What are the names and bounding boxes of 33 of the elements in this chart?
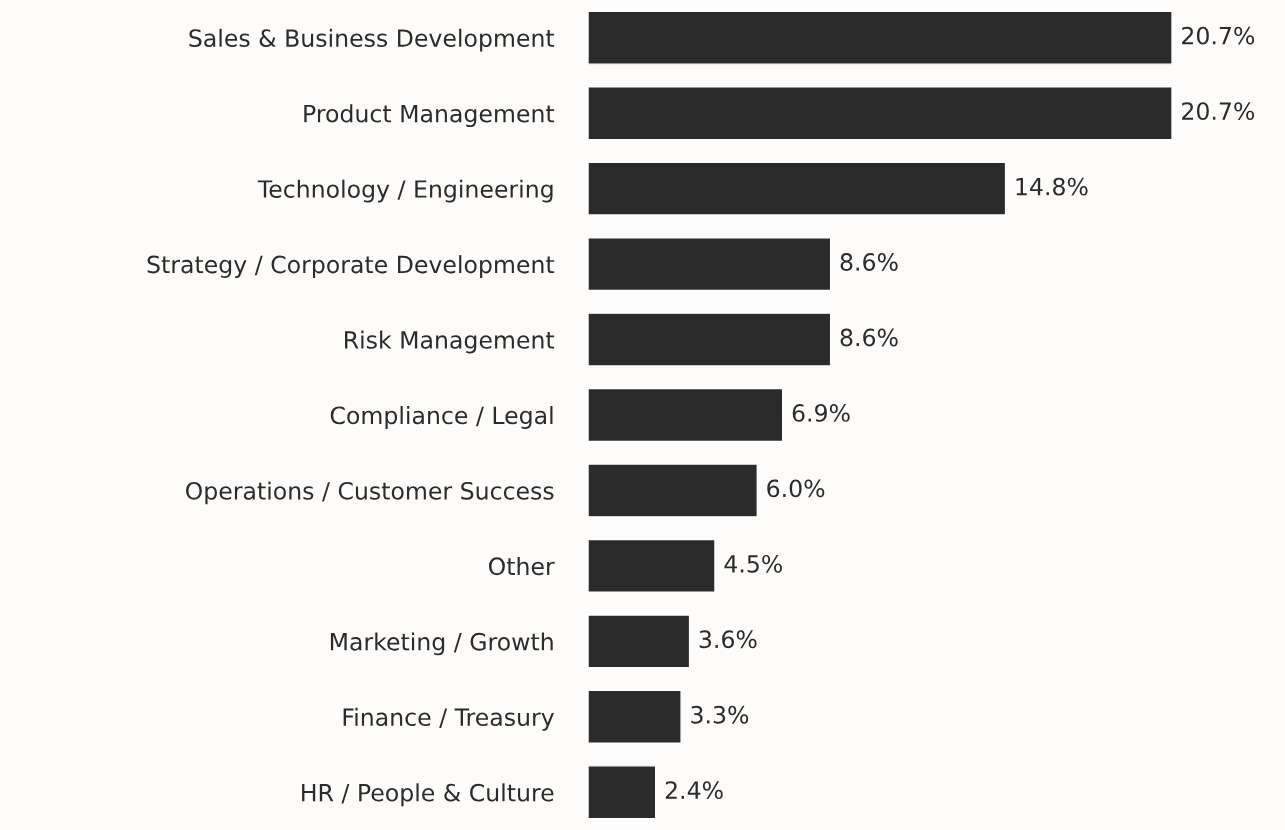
data-label: 14.8% [1016, 177, 1088, 196]
data-label: 2.4% [665, 781, 723, 800]
y-tick-label: Finance / Treasury [343, 707, 554, 731]
y-tick-label: Sales & Business Development [189, 28, 555, 52]
y-tick-label: Marketing / Growth [330, 632, 553, 656]
bar [588, 86, 1173, 141]
bar [588, 765, 657, 820]
data-label: 6.0% [767, 479, 825, 498]
y-tick-label: Product Management [304, 104, 555, 128]
bar [588, 538, 716, 594]
bar [588, 463, 758, 518]
y-tick-label: HR / People & Culture [302, 783, 554, 807]
data-label: 8.6% [840, 253, 898, 271]
bar [588, 689, 682, 744]
bar [588, 236, 832, 292]
data-label: 20.7% [1182, 102, 1255, 121]
data-label: 4.5% [724, 554, 782, 573]
data-label: 3.6% [699, 630, 757, 649]
bar [588, 161, 1007, 216]
data-label: 6.9% [792, 403, 850, 422]
bar [588, 10, 1173, 65]
bar [588, 312, 832, 367]
y-tick-label: Technology / Engineering [257, 179, 553, 203]
data-label: 3.3% [691, 705, 749, 724]
data-label: 20.7% [1182, 26, 1255, 45]
y-tick-label: Other [488, 556, 555, 576]
y-tick-label: Strategy / Corporate Development [147, 255, 555, 278]
y-tick-label: Risk Management [345, 330, 555, 354]
bar [588, 614, 691, 669]
bar [588, 387, 784, 443]
data-label: 8.6% [840, 328, 898, 347]
y-tick-label: Operations / Customer Success [186, 481, 554, 505]
y-tick-label: Compliance / Legal [330, 406, 553, 429]
